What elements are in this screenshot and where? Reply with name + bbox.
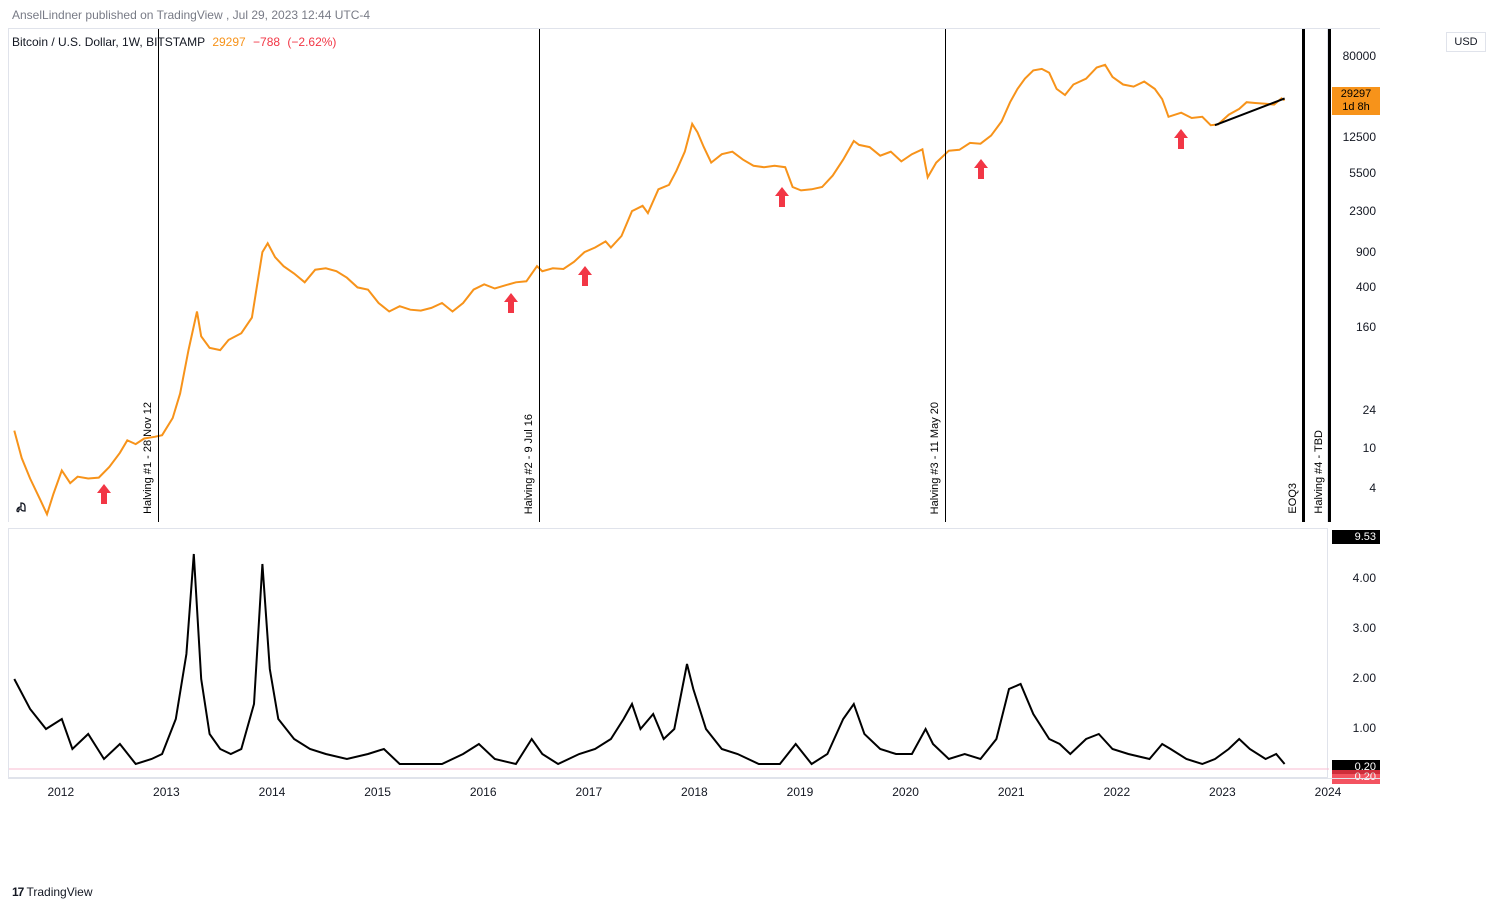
arrow-up-icon [578, 266, 592, 286]
publish-header: AnselLindner published on TradingView , … [12, 8, 370, 22]
x-tick-label: 2014 [259, 785, 286, 799]
arrow-up-icon [775, 187, 789, 207]
drawing-tool-icon[interactable] [13, 497, 33, 517]
symbol-interval: 1W [122, 35, 139, 49]
main-y-axis[interactable]: 80000 292971d 8h 12500 5500 2300 900 400 160 24 1… [1328, 28, 1380, 522]
vertical-marker [539, 29, 540, 522]
x-tick-label: 2023 [1209, 785, 1236, 799]
y-tick-label: 2.00 [1353, 671, 1376, 685]
arrow-up-icon [97, 484, 111, 504]
tv-label: TradingView [26, 885, 92, 899]
y-tick-label: 400 [1356, 280, 1376, 294]
y-tick-label: 4 [1369, 481, 1376, 495]
x-tick-label: 2017 [575, 785, 602, 799]
x-axis[interactable]: 2012 2013 2014 2015 2016 2017 2018 2019 2020 2021… [8, 778, 1380, 808]
x-tick-label: 2021 [998, 785, 1025, 799]
badge-price: 29297 [1336, 88, 1376, 101]
x-tick-label: 2024 [1315, 785, 1342, 799]
symbol-exchange: BITSTAMP [146, 35, 205, 49]
price-change-pct: (−2.62%) [287, 35, 336, 49]
main-chart[interactable]: Halving #1 - 28 Nov 12 Halving #2 - 9 Jul… [8, 28, 1328, 522]
y-tick-label: 160 [1356, 320, 1376, 334]
y-tick-label: 1.00 [1353, 721, 1376, 735]
arrow-up-icon [1174, 129, 1188, 149]
arrow-up-icon [974, 159, 988, 179]
y-tick-label: 4.00 [1353, 571, 1376, 585]
vertical-marker [945, 29, 946, 522]
indicator-line [14, 554, 1284, 764]
x-tick-label: 2019 [787, 785, 814, 799]
y-tick-label: 10 [1363, 441, 1376, 455]
x-tick-label: 2015 [364, 785, 391, 799]
x-tick-label: 2022 [1103, 785, 1130, 799]
arrow-up-icon [504, 293, 518, 313]
x-tick-label: 2018 [681, 785, 708, 799]
vline-label: Halving #3 - 11 May 20 [929, 402, 941, 514]
y-tick-label: 5500 [1349, 166, 1376, 180]
last-price: 29297 [212, 35, 245, 49]
x-tick-label: 2013 [153, 785, 180, 799]
y-tick-label: 80000 [1343, 49, 1376, 63]
x-tick-label: 2016 [470, 785, 497, 799]
vline-label: Halving #2 - 9 Jul 16 [523, 414, 535, 514]
symbol-name: Bitcoin / U.S. Dollar [12, 35, 115, 49]
y-tick-label: 24 [1363, 403, 1376, 417]
indicator-max-badge: 9.53 [1332, 530, 1380, 544]
platform: TradingView [157, 8, 223, 22]
y-tick-label: 2300 [1349, 204, 1376, 218]
y-tick-label: 900 [1356, 245, 1376, 259]
vline-label: EOQ3 [1287, 483, 1299, 514]
y-tick-label: 3.00 [1353, 621, 1376, 635]
badge-time: 1d 8h [1336, 101, 1376, 114]
tv-icon: 17 [12, 885, 23, 899]
publisher: AnselLindner [12, 8, 82, 22]
y-tick-label: 12500 [1343, 130, 1376, 144]
lower-y-axis[interactable]: 9.534.003.002.001.000.200.200.20 [1328, 528, 1380, 778]
currency-button[interactable]: USD [1446, 32, 1486, 52]
x-tick-label: 2020 [892, 785, 919, 799]
price-line [14, 65, 1284, 515]
vline-label: Halving #4 - TBD [1313, 430, 1325, 514]
symbol-legend: Bitcoin / U.S. Dollar, 1W, BITSTAMP 2929… [12, 35, 336, 49]
x-tick-label: 2012 [47, 785, 74, 799]
vertical-marker [1302, 29, 1305, 522]
lower-chart[interactable] [8, 528, 1328, 778]
vertical-marker [158, 29, 159, 522]
vline-label: Halving #1 - 28 Nov 12 [142, 402, 154, 514]
price-badge: 292971d 8h [1332, 87, 1380, 115]
publish-date: Jul 29, 2023 12:44 UTC-4 [233, 8, 370, 22]
tradingview-logo: 17 TradingView [12, 885, 93, 899]
price-change: −788 [253, 35, 280, 49]
